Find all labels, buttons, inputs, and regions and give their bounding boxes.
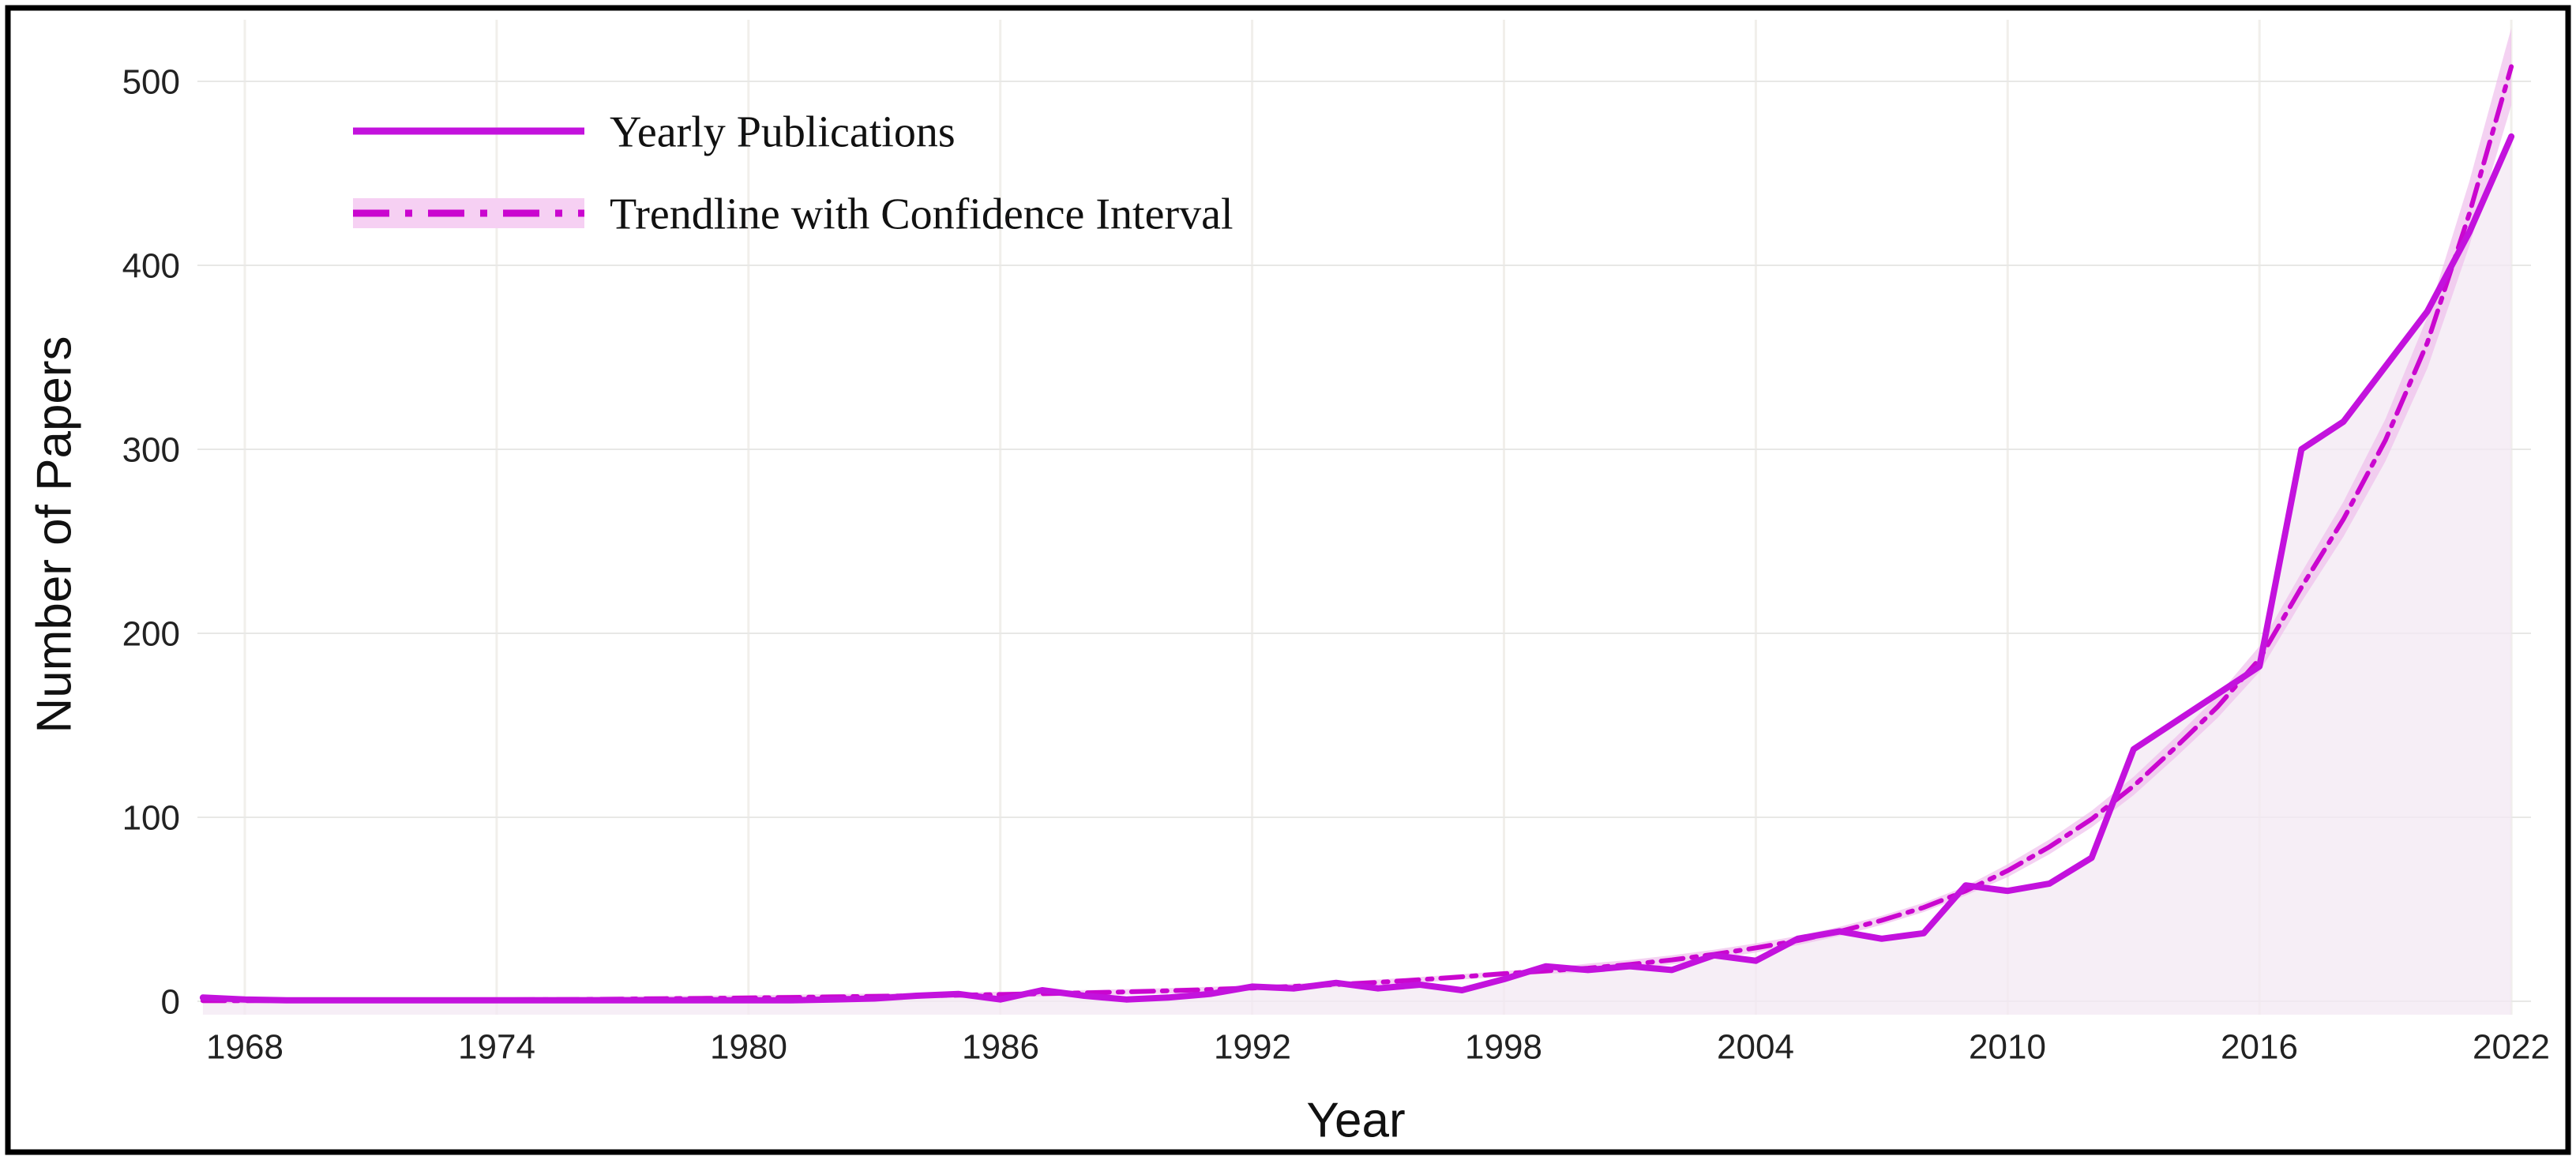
x-tick-label: 1998 — [1465, 1027, 1542, 1066]
y-tick-label: 400 — [122, 246, 180, 285]
legend-item-trendline: Trendline with Confidence Interval — [353, 190, 1234, 239]
x-tick-label: 2010 — [1969, 1027, 2046, 1066]
x-axis-title: Year — [1306, 1094, 1405, 1148]
y-tick-label: 200 — [122, 614, 180, 653]
x-tick-label: 2004 — [1717, 1027, 1794, 1066]
legend-label-trendline: Trendline with Confidence Interval — [610, 190, 1234, 239]
y-tick-label: 100 — [122, 798, 180, 837]
x-tick-label: 1986 — [962, 1027, 1039, 1066]
x-tick-label: 2022 — [2473, 1027, 2550, 1066]
x-tick-label: 2016 — [2221, 1027, 2298, 1066]
confidence-band-swatch — [353, 198, 584, 228]
x-tick-label: 1992 — [1214, 1027, 1291, 1066]
y-axis-title: Number of Papers — [28, 336, 82, 733]
area-fill — [202, 136, 2512, 1015]
y-tick-label: 300 — [122, 430, 180, 469]
x-tick-label: 1974 — [458, 1027, 535, 1066]
y-tick-label: 500 — [122, 62, 180, 101]
figure-border — [5, 5, 2571, 1155]
x-tick-label: 1980 — [710, 1027, 787, 1066]
y-tick-label: 0 — [161, 982, 180, 1021]
legend: Yearly Publications Trendline with Confi… — [353, 108, 1234, 239]
x-axis-tick-labels: 1968 1974 1980 1986 1992 1998 2004 2010 … — [206, 1027, 2550, 1066]
x-tick-label: 1968 — [206, 1027, 284, 1066]
yearly-publications-line — [199, 133, 2515, 1004]
y-axis-tick-labels: 0 100 200 300 400 500 — [122, 62, 180, 1021]
legend-item-yearly: Yearly Publications — [353, 108, 956, 157]
legend-label-yearly: Yearly Publications — [610, 108, 956, 157]
